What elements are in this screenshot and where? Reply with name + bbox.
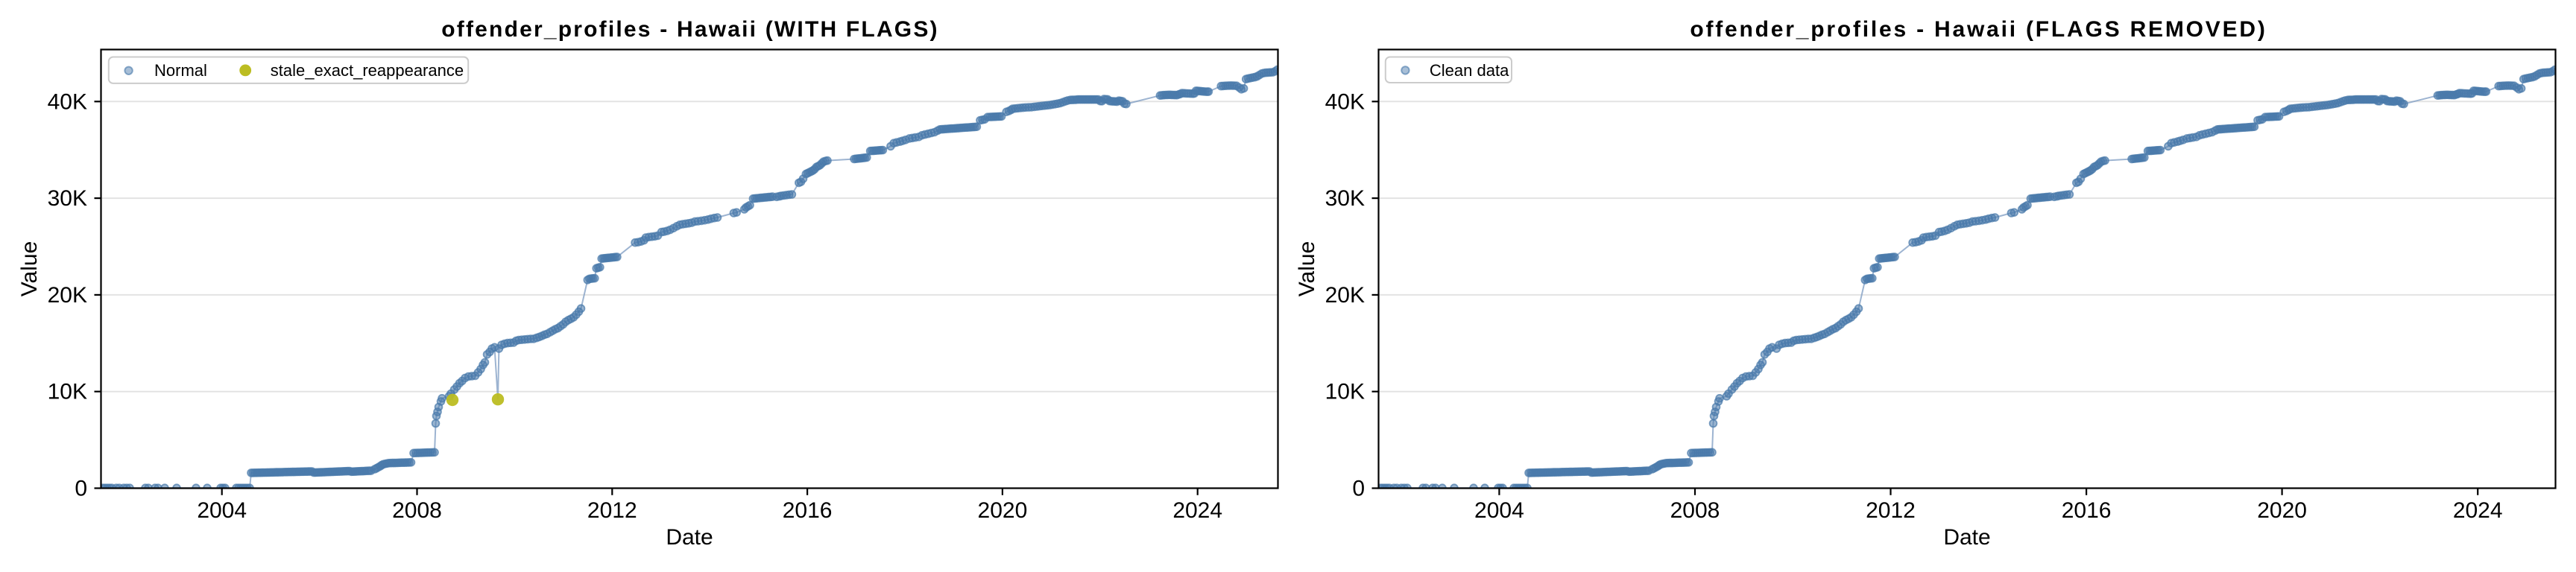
svg-text:2020: 2020 (978, 498, 1028, 523)
svg-text:2020: 2020 (2257, 498, 2307, 523)
svg-text:Date: Date (666, 525, 713, 550)
svg-text:20K: 20K (1325, 283, 1365, 308)
svg-text:Clean data: Clean data (1430, 61, 1509, 80)
svg-text:0: 0 (75, 477, 87, 501)
svg-text:offender_profiles - Hawaii (WI: offender_profiles - Hawaii (WITH FLAGS) (441, 17, 939, 42)
svg-text:Value: Value (1295, 241, 1319, 297)
svg-text:2004: 2004 (1474, 498, 1524, 523)
svg-text:2004: 2004 (197, 498, 247, 523)
svg-text:40K: 40K (48, 89, 87, 114)
svg-text:10K: 10K (48, 380, 87, 404)
svg-text:2008: 2008 (1670, 498, 1720, 523)
svg-text:Value: Value (17, 241, 42, 297)
svg-text:30K: 30K (48, 186, 87, 211)
svg-text:10K: 10K (1325, 380, 1365, 404)
svg-text:2016: 2016 (783, 498, 833, 523)
svg-text:40K: 40K (1325, 89, 1365, 114)
svg-text:Date: Date (1943, 525, 1990, 550)
svg-text:2016: 2016 (2062, 498, 2112, 523)
svg-text:stale_exact_reappearance: stale_exact_reappearance (271, 61, 464, 80)
svg-text:0: 0 (1352, 477, 1365, 501)
svg-text:20K: 20K (48, 283, 87, 308)
svg-text:2012: 2012 (587, 498, 637, 523)
svg-text:Normal: Normal (154, 61, 207, 80)
svg-text:2008: 2008 (392, 498, 442, 523)
svg-text:2012: 2012 (1866, 498, 1916, 523)
svg-text:offender_profiles - Hawaii (FL: offender_profiles - Hawaii (FLAGS REMOVE… (1690, 17, 2267, 42)
svg-text:2024: 2024 (2453, 498, 2503, 523)
svg-text:30K: 30K (1325, 186, 1365, 211)
svg-text:2024: 2024 (1172, 498, 1222, 523)
